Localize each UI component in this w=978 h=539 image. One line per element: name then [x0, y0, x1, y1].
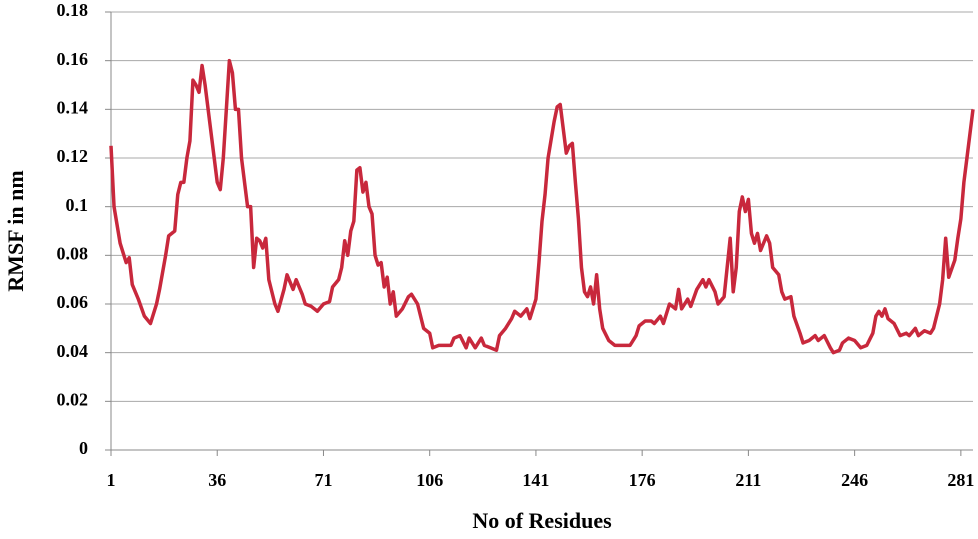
x-tick-label: 1	[107, 470, 116, 490]
x-tick-label: 36	[208, 470, 226, 490]
x-tick-label: 246	[841, 470, 868, 490]
x-axis-title: No of Residues	[472, 508, 612, 533]
y-tick-label: 0.04	[57, 341, 89, 361]
y-tick-label: 0.14	[57, 97, 89, 117]
x-tick-label: 106	[416, 470, 443, 490]
x-tick-label: 141	[522, 470, 549, 490]
y-tick-label: 0.18	[57, 0, 89, 20]
data-line	[109, 58, 975, 355]
y-tick-label: 0.16	[57, 49, 89, 69]
y-tick-label: 0.06	[57, 292, 89, 312]
y-axis-title: RMSF in nm	[3, 170, 28, 291]
x-tick-label: 71	[314, 470, 332, 490]
x-tick-label: 281	[947, 470, 974, 490]
x-tick-label: 211	[735, 470, 761, 490]
y-tick-label: 0.08	[57, 243, 89, 263]
y-tick-label: 0.12	[57, 146, 89, 166]
x-tick-label: 176	[629, 470, 656, 490]
y-tick-label: 0	[79, 438, 88, 458]
y-tick-label: 0.02	[57, 389, 89, 409]
y-tick-label: 0.1	[66, 195, 89, 215]
